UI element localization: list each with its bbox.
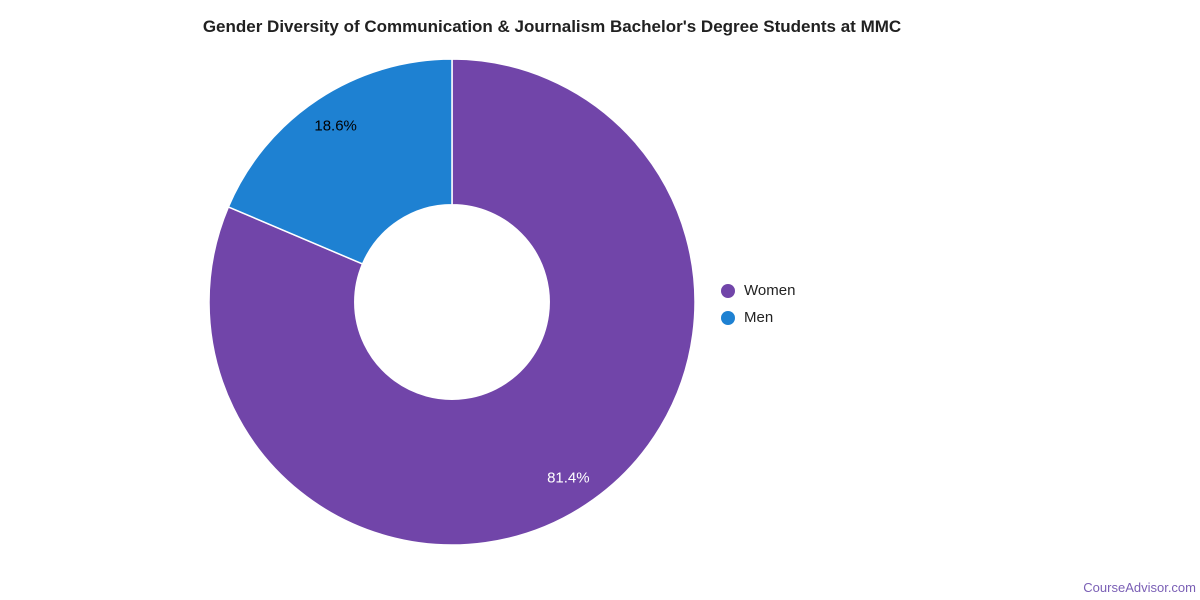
slice-label-men: 18.6% [314, 118, 357, 135]
legend-label-men: Men [744, 309, 774, 326]
pie-slice-women[interactable] [208, 58, 696, 546]
chart-title: Gender Diversity of Communication & Jour… [202, 17, 902, 36]
pie-slice-men[interactable] [227, 58, 453, 265]
legend-item-men[interactable]: Men [721, 304, 795, 331]
legend-marker-women-icon [721, 283, 735, 298]
legend-label-women: Women [744, 282, 796, 299]
legend: Women Men [721, 277, 795, 331]
legend-marker-men-icon [721, 310, 735, 325]
slice-label-women: 81.4% [547, 469, 590, 486]
legend-item-women[interactable]: Women [721, 277, 795, 304]
courseadvisor-link[interactable]: CourseAdvisor.com [1083, 580, 1196, 595]
